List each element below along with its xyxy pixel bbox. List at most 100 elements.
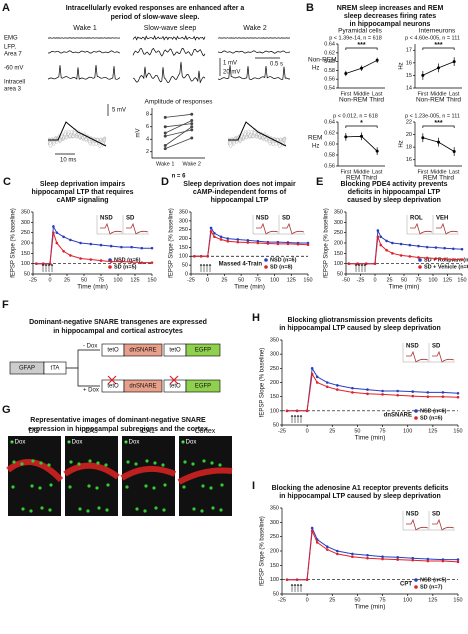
stats: p < 1.39e-14, n = 618: [329, 35, 382, 41]
inset-trace: [406, 518, 429, 531]
data-point: [360, 66, 363, 70]
chart-title: in hippocampal LTP caused by sleep depri…: [279, 493, 441, 500]
stim-arrow: [290, 583, 294, 592]
data-point: [434, 257, 438, 260]
data-point: [109, 260, 113, 263]
x-tick-label: 0: [306, 597, 309, 603]
x-tick-label: 0: [306, 428, 309, 434]
significance: ***: [434, 120, 442, 127]
dox-label: - Dox: [11, 440, 25, 446]
data-point: [296, 242, 300, 246]
cell: [31, 459, 35, 463]
legend-swatch: [418, 265, 422, 269]
cell: [154, 506, 158, 510]
mean-response: [48, 121, 107, 147]
data-point: [441, 395, 445, 398]
region-label: CA3: [84, 428, 98, 435]
data-point: [460, 258, 464, 261]
x-axis-label: Non-REM Third: [416, 97, 461, 104]
data-point: [310, 526, 314, 530]
chart-title: in hippocampal LTP caused by sleep depri…: [279, 325, 441, 332]
y-tick-label: 250: [270, 534, 279, 540]
cell: [211, 506, 215, 510]
data-point: [140, 246, 144, 250]
chart-title: deficits in hippocampal LTP: [348, 189, 441, 196]
stain: [177, 467, 233, 485]
legend-label: NSD (n=6): [114, 257, 141, 263]
data-point: [120, 260, 123, 263]
axes: [414, 122, 462, 167]
cell: [125, 485, 129, 489]
x-axis-label: REM Third: [423, 175, 454, 182]
data-point: [150, 261, 154, 264]
cell: [219, 508, 223, 512]
x-tick-label: -25: [278, 597, 286, 603]
panel-letter: G: [2, 404, 11, 416]
chart: 50 100 150 200 250 300 350 -25 0 25 50 75 100 125 150 T…: [3, 176, 157, 291]
data-point: [295, 578, 299, 581]
inset-frame: [402, 511, 429, 531]
inset-label: NSD: [406, 512, 419, 518]
y-tick-label: 2: [146, 149, 149, 155]
data-point: [426, 559, 430, 563]
cell: [10, 440, 14, 444]
data-point: [366, 392, 369, 396]
stim-arrow: [296, 583, 300, 592]
data-point: [376, 229, 380, 232]
inset-frame: [406, 215, 433, 235]
y-tick-label: 4: [146, 137, 149, 143]
lfp-trace: [47, 50, 121, 54]
stim-arrow: [44, 263, 48, 272]
data-point: [385, 248, 388, 252]
data-point: [69, 238, 72, 242]
y-tick-label: 300: [270, 352, 279, 358]
x-tick-label: 150: [457, 277, 466, 283]
x-tick-label: -50: [342, 277, 350, 283]
data-point: [425, 256, 429, 260]
data-point: [356, 262, 359, 265]
data-point: [52, 231, 55, 234]
stim-arrow: [205, 263, 209, 272]
cell: [106, 483, 110, 487]
y-tick-label: 300: [270, 520, 279, 526]
stim-arrow: [208, 263, 212, 272]
operator: tetO: [107, 348, 119, 354]
data-point: [310, 372, 314, 376]
y-tick-label: 250: [334, 230, 343, 236]
x-tick-label: Middle: [430, 169, 446, 175]
data-point: [452, 247, 455, 251]
x-tick-label: 150: [147, 277, 156, 283]
x-tick-label: 0: [373, 277, 376, 283]
chart-title: Sleep deprivation does not impair: [183, 181, 296, 188]
data-point: [79, 257, 82, 260]
data-point: [35, 262, 38, 265]
x-tick-label: -25: [357, 277, 365, 283]
cell: [48, 508, 52, 512]
x-axis-label: Time (min): [355, 604, 386, 611]
stim-arrow: [296, 414, 300, 423]
response-trace: [227, 132, 287, 144]
panel-letter: I: [252, 480, 255, 492]
data-point: [421, 136, 425, 140]
data-point: [425, 245, 429, 249]
cell: [163, 483, 167, 487]
inset-trace: [406, 350, 429, 363]
data-point: [285, 409, 289, 413]
significance: ***: [434, 42, 442, 49]
cell: [153, 461, 157, 465]
condition-label: Wake 2: [243, 25, 267, 32]
x-tick-label: 25: [221, 277, 227, 283]
data-point: [306, 243, 310, 247]
y-tick-label: 6: [146, 124, 149, 130]
data-point: [421, 73, 425, 77]
cell: [97, 506, 101, 510]
y-axis-label: fEPSP Slope (% baseline): [324, 208, 330, 278]
data-point: [347, 262, 351, 265]
data-point: [62, 235, 65, 239]
data-point: [426, 391, 430, 394]
legend-swatch: [108, 265, 112, 269]
annotation: CPT: [400, 582, 412, 588]
y-tick-label: 100: [270, 408, 279, 414]
y-axis-label: fEPSP Slope (% baseline): [260, 348, 266, 418]
